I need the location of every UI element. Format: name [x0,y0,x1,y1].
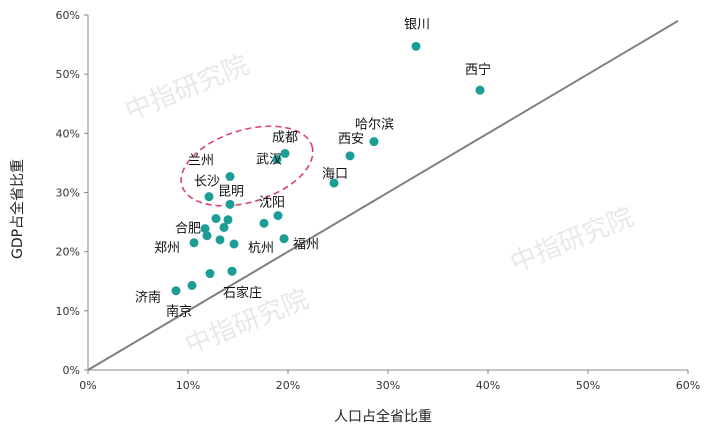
x-tick-label: 40% [476,379,500,392]
data-point [215,235,225,245]
data-point [280,148,290,158]
point-label: 沈阳 [259,196,285,211]
y-tick-label: 20% [56,246,80,259]
point-label: 郑州 [154,241,180,256]
point-label: 合肥 [175,222,201,237]
data-point [229,239,239,249]
y-tick-label: 10% [56,305,80,318]
y-tick-label: 50% [56,68,80,81]
point-label: 长沙 [194,175,220,190]
y-axis-title: GDP占全省比重 [9,159,26,259]
point-label: 杭州 [248,241,274,256]
x-axis-title: 人口占全省比重 [334,408,432,425]
x-tick-label: 50% [576,379,600,392]
data-point [171,286,181,296]
data-point [204,192,214,202]
point-label: 南京 [166,303,192,319]
data-point [200,224,210,234]
point-label: 济南 [135,290,161,306]
data-point [273,211,283,221]
point-label: 武汉 [256,152,282,167]
data-point [369,137,379,147]
y-tick-label: 60% [56,9,80,22]
data-point [259,218,269,228]
data-point [211,214,221,224]
point-label: 哈尔滨 [355,117,394,133]
data-points [171,41,485,296]
data-point [475,85,485,95]
data-point [345,151,355,161]
x-tick-label: 60% [676,379,700,392]
data-point [225,172,235,182]
point-label: 昆明 [218,184,244,199]
point-label: 西安 [338,132,364,147]
reference-line [87,20,679,371]
data-point [219,222,229,232]
highlight-ellipse [180,125,314,207]
point-label: 西宁 [465,62,491,78]
watermark-1: 中指研究院 [506,202,638,279]
data-point [202,231,212,241]
point-label: 兰州 [188,154,214,169]
y-tick-label: 0% [63,364,80,377]
data-point [227,266,237,276]
data-point [329,178,339,188]
data-point [279,234,289,244]
data-point [225,199,235,209]
data-point [205,269,215,279]
data-point [187,280,197,290]
point-label: 福州 [293,238,319,253]
y-tick-label: 30% [56,187,80,200]
x-tick-label: 20% [276,379,300,392]
x-tick-label: 10% [176,379,200,392]
data-point [272,154,282,164]
axes: 0% 10% 20% 30% 40% 50% 60% 0% 10% 20% 30% 40% 50% 60% [56,9,701,392]
y-tick-label: 40% [56,127,80,140]
point-label: 石家庄 [223,285,262,301]
watermark-0: 中指研究院 [121,50,253,127]
data-point [189,238,199,248]
point-label: 成都 [272,130,298,145]
data-point [223,215,233,225]
point-label: 海口 [322,167,348,182]
point-label: 银川 [404,17,430,32]
data-point [411,41,421,51]
x-tick-label: 0% [79,379,96,392]
x-tick-label: 30% [376,379,400,392]
